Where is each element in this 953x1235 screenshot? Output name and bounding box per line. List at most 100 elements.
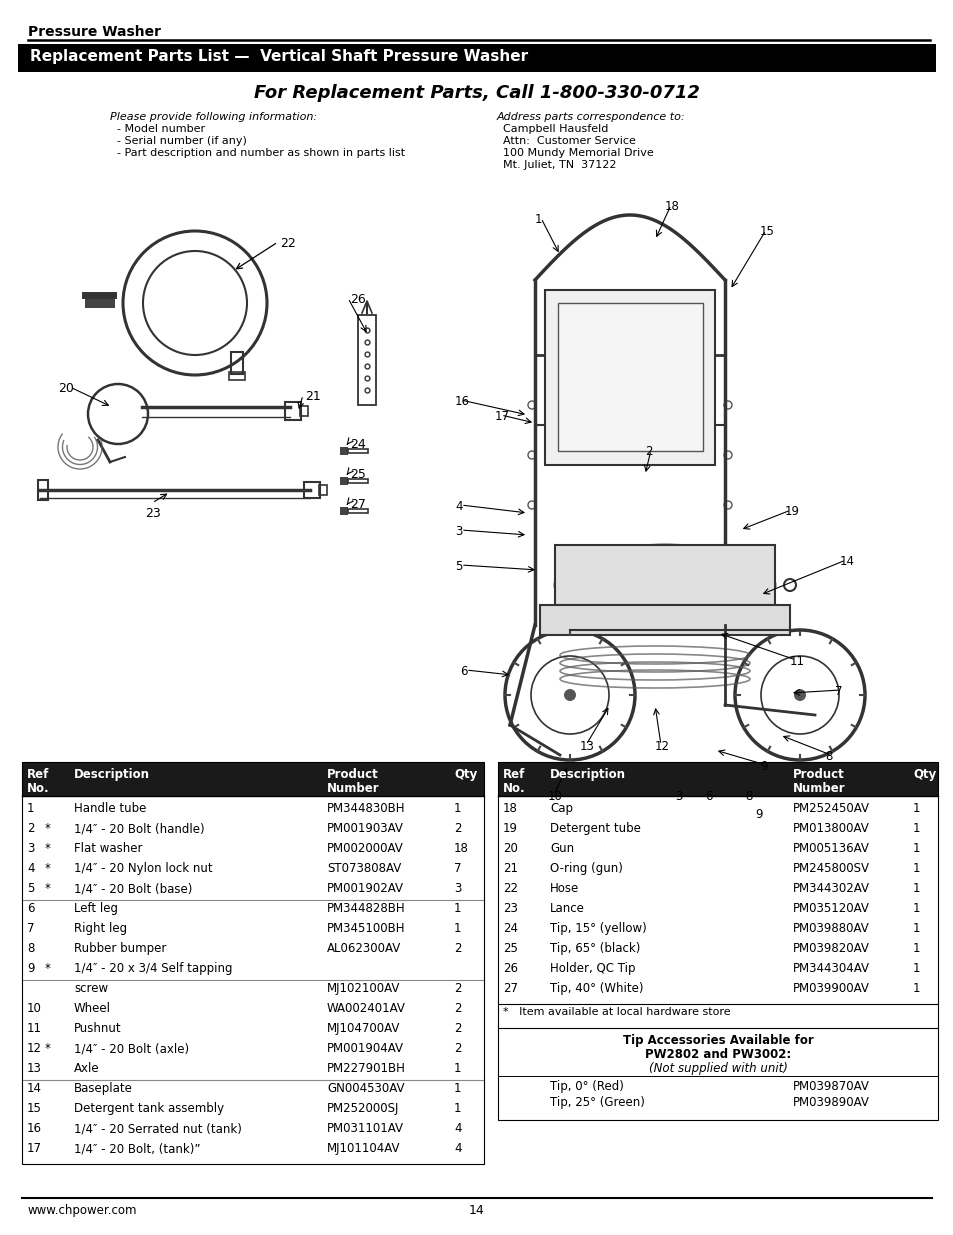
Text: 1: 1 <box>912 962 920 974</box>
Text: Qty: Qty <box>912 768 935 781</box>
Text: PM031101AV: PM031101AV <box>327 1123 403 1135</box>
Text: 18: 18 <box>454 842 468 855</box>
Text: 5: 5 <box>455 559 462 573</box>
Text: 2: 2 <box>454 982 461 995</box>
Text: 13: 13 <box>579 740 595 753</box>
Text: 7: 7 <box>27 923 34 935</box>
Text: PM039880AV: PM039880AV <box>792 923 869 935</box>
Text: Ref
No.: Ref No. <box>27 768 50 795</box>
Text: 9: 9 <box>754 808 761 821</box>
Text: Left leg: Left leg <box>74 902 118 915</box>
Text: 15: 15 <box>27 1102 42 1115</box>
Text: 1: 1 <box>912 842 920 855</box>
Text: Hose: Hose <box>550 882 578 895</box>
Text: 1: 1 <box>454 802 461 815</box>
Text: 1: 1 <box>454 923 461 935</box>
Text: 3: 3 <box>27 842 34 855</box>
Text: PM039870AV: PM039870AV <box>792 1079 869 1093</box>
Text: 9: 9 <box>27 962 34 974</box>
Text: PM013800AV: PM013800AV <box>792 823 869 835</box>
Text: 2: 2 <box>454 942 461 955</box>
Text: 1: 1 <box>454 1062 461 1074</box>
Text: Right leg: Right leg <box>74 923 127 935</box>
Text: 1/4″ - 20 x 3/4 Self tapping: 1/4″ - 20 x 3/4 Self tapping <box>74 962 233 974</box>
Text: Attn:  Customer Service: Attn: Customer Service <box>502 136 636 146</box>
Text: AL062300AV: AL062300AV <box>327 942 401 955</box>
Text: 25: 25 <box>502 942 517 955</box>
Text: - Serial number (if any): - Serial number (if any) <box>117 136 247 146</box>
Text: PM344828BH: PM344828BH <box>327 902 405 915</box>
Text: 2: 2 <box>454 823 461 835</box>
Text: 26: 26 <box>502 962 517 974</box>
Text: 14: 14 <box>840 555 854 568</box>
Text: Product
Number: Product Number <box>327 768 379 795</box>
Text: 9: 9 <box>760 760 767 773</box>
Text: 1: 1 <box>912 942 920 955</box>
Text: PM344302AV: PM344302AV <box>792 882 869 895</box>
Text: 2: 2 <box>27 823 34 835</box>
Bar <box>22 762 483 1165</box>
Bar <box>299 406 308 416</box>
Text: 6: 6 <box>459 664 467 678</box>
Text: 1: 1 <box>454 1082 461 1095</box>
Text: Detergent tube: Detergent tube <box>550 823 640 835</box>
Text: Gun: Gun <box>550 842 574 855</box>
Text: 1/4″ - 20 Bolt (axle): 1/4″ - 20 Bolt (axle) <box>74 1042 189 1055</box>
Text: Description: Description <box>550 768 625 781</box>
Text: Campbell Hausfeld: Campbell Hausfeld <box>502 124 608 135</box>
Text: *: * <box>45 842 51 855</box>
Text: Tip, 0° (Red): Tip, 0° (Red) <box>550 1079 623 1093</box>
Text: *: * <box>45 962 51 974</box>
Bar <box>497 762 937 1120</box>
Text: 1: 1 <box>912 902 920 915</box>
Text: Lance: Lance <box>550 902 584 915</box>
Text: 20: 20 <box>502 842 517 855</box>
Text: 10: 10 <box>547 790 562 803</box>
Text: Tip, 25° (Green): Tip, 25° (Green) <box>550 1095 644 1109</box>
Text: PM345100BH: PM345100BH <box>327 923 405 935</box>
Text: 16: 16 <box>455 395 470 408</box>
Bar <box>339 508 348 515</box>
Text: Tip, 65° (black): Tip, 65° (black) <box>550 942 639 955</box>
Text: Product
Number: Product Number <box>792 768 844 795</box>
Text: 1: 1 <box>454 1102 461 1115</box>
Text: 22: 22 <box>280 237 295 249</box>
Text: 27: 27 <box>502 982 517 995</box>
Text: Please provide following information:: Please provide following information: <box>110 112 316 122</box>
Text: 7: 7 <box>834 685 841 698</box>
Text: Wheel: Wheel <box>74 1002 111 1015</box>
Text: 8: 8 <box>744 790 752 803</box>
Text: 1: 1 <box>912 823 920 835</box>
Text: 3: 3 <box>454 882 461 895</box>
Text: 18: 18 <box>664 200 679 212</box>
Text: *: * <box>45 1042 51 1055</box>
Text: PM252000SJ: PM252000SJ <box>327 1102 399 1115</box>
Text: 20: 20 <box>58 382 73 395</box>
Circle shape <box>563 689 576 701</box>
Text: 2: 2 <box>454 1002 461 1015</box>
Text: 24: 24 <box>502 923 517 935</box>
Text: PM039890AV: PM039890AV <box>792 1095 869 1109</box>
Bar <box>348 450 368 453</box>
Bar <box>357 315 375 405</box>
Text: Description: Description <box>74 768 150 781</box>
Text: MJ102100AV: MJ102100AV <box>327 982 400 995</box>
Text: 12: 12 <box>27 1042 42 1055</box>
Text: PW2802 and PW3002:: PW2802 and PW3002: <box>644 1049 790 1061</box>
Bar <box>339 447 348 454</box>
Text: 17: 17 <box>27 1142 42 1155</box>
Text: 6: 6 <box>704 790 712 803</box>
Text: 4: 4 <box>454 1142 461 1155</box>
Bar <box>38 480 48 500</box>
Text: 2: 2 <box>454 1042 461 1055</box>
Text: 7: 7 <box>454 862 461 876</box>
Bar <box>18 44 935 72</box>
Text: 100 Mundy Memorial Drive: 100 Mundy Memorial Drive <box>502 148 653 158</box>
Bar <box>555 545 774 605</box>
Text: Rubber bumper: Rubber bumper <box>74 942 166 955</box>
Text: (Not supplied with unit): (Not supplied with unit) <box>648 1062 786 1074</box>
Text: Handle tube: Handle tube <box>74 802 146 815</box>
Bar <box>304 482 319 498</box>
Text: MJ101104AV: MJ101104AV <box>327 1142 400 1155</box>
Text: Replacement Parts List —  Vertical Shaft Pressure Washer: Replacement Parts List — Vertical Shaft … <box>30 49 528 64</box>
